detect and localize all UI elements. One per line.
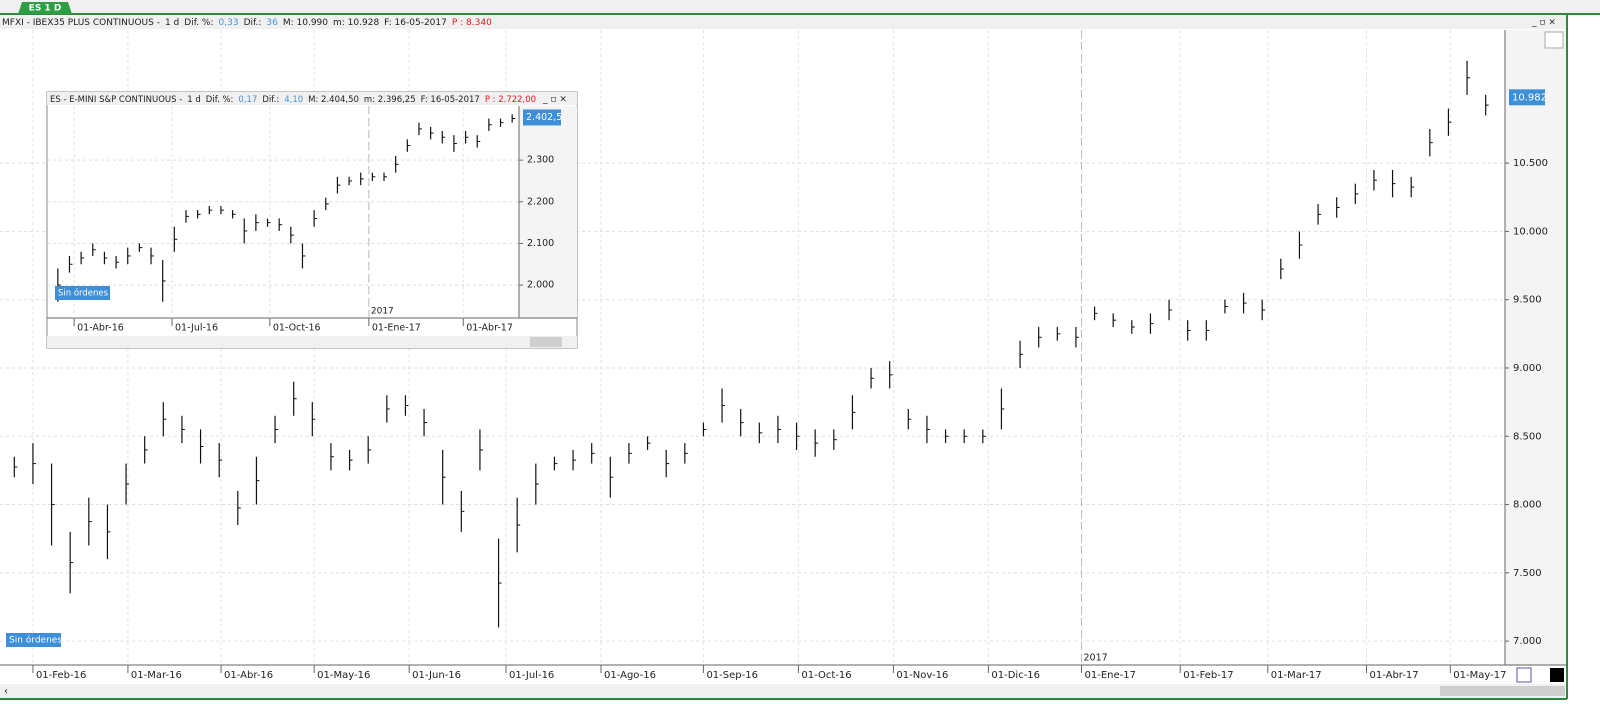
y-tick-label: 8.500 (1513, 431, 1542, 442)
y-tick-label: 10.500 (1513, 158, 1548, 169)
y-tick-label: 7.000 (1513, 636, 1542, 647)
axis-button[interactable] (1544, 31, 1564, 49)
title-part: F: 16-05-2017 (384, 18, 447, 28)
x-tick-label: 01-Sep-16 (706, 670, 758, 681)
orders-box (55, 286, 110, 300)
scroll-thumb[interactable] (1440, 686, 1565, 696)
x-tick-label: 01-Abr-16 (224, 670, 273, 681)
inset-title-bar (47, 92, 577, 105)
title-part: 0,33 (219, 18, 239, 28)
x-tick-label: 01-Oct-16 (273, 323, 321, 334)
inset-scroll-thumb[interactable] (530, 337, 562, 347)
last-price-box (523, 109, 561, 126)
orders-box (6, 633, 61, 647)
window-buttons[interactable]: _ ▫ × (1531, 18, 1556, 28)
title-part: F: 16-05-2017 (421, 95, 480, 105)
last-price-label: 10.982 (1512, 92, 1547, 103)
x-tick-label: 01-Ago-16 (604, 670, 656, 681)
x-tick-label: 01-Abr-17 (466, 323, 513, 334)
title-part: P : 8.340 (452, 18, 492, 28)
title-part: ES - E-MINI S&P CONTINUOUS - (50, 95, 182, 105)
y-tick-label: 7.500 (1513, 568, 1542, 579)
x-tick-label: 01-Dic-16 (991, 670, 1040, 681)
title-part: Dif. %: (206, 95, 234, 105)
scroll-left[interactable]: ‹ (4, 686, 8, 697)
x-tick-label: 01-Jun-16 (412, 670, 461, 681)
title-part: Dif.: (244, 18, 262, 28)
x-tick-label: 01-Mar-17 (1271, 670, 1322, 681)
x-tick-label: 01-May-17 (1453, 670, 1506, 681)
title-part: M: 2.404,50 (308, 95, 359, 105)
title-part: m: 10.928 (333, 18, 379, 28)
last-price-label: 2.402,5 (526, 112, 562, 123)
y-tick-label: 9.500 (1513, 295, 1542, 306)
year-label: 2017 (1084, 653, 1108, 664)
y-tick-label: 2.100 (527, 238, 554, 249)
title-part: m: 2.396,25 (364, 95, 416, 105)
scrollbar[interactable] (0, 684, 1567, 698)
y-tick-label: 9.000 (1513, 363, 1542, 374)
tab-label[interactable]: ES 1 D (29, 4, 62, 14)
title-part: 1 d (187, 95, 201, 105)
x-tick-label: 01-Mar-16 (131, 670, 182, 681)
y-tick-label: 2.200 (527, 196, 554, 207)
x-tick-label: 01-Jul-16 (175, 323, 218, 334)
save-button[interactable] (1516, 667, 1532, 683)
color-button[interactable] (1550, 668, 1564, 682)
title-part: MFXI - IBEX35 PLUS CONTINUOUS - (2, 18, 160, 28)
title-part: Dif.: (262, 95, 279, 105)
x-tick-label: 01-Feb-17 (1183, 670, 1233, 681)
title-part: 1 d (165, 18, 179, 28)
window-buttons[interactable]: _ ▫ × (542, 95, 567, 105)
year-label: 2017 (371, 307, 394, 317)
title-bar-text: MFXI - IBEX35 PLUS CONTINUOUS - 1 d Dif. %… (2, 18, 492, 28)
x-tick-label: 01-Ene-17 (372, 323, 421, 334)
y-tick-label: 2.000 (527, 280, 554, 291)
title-part: M: 10.990 (283, 18, 328, 28)
last-price-box (1509, 89, 1545, 106)
orders-label: Sin órdenes (58, 288, 109, 299)
y-tick-label: 2.300 (527, 155, 554, 166)
inset-price-axis (519, 106, 577, 318)
title-part: 36 (266, 18, 278, 28)
title-part: P : 2.722,00 (485, 95, 536, 105)
tab[interactable] (18, 2, 72, 14)
title-part: 4,10 (284, 95, 303, 105)
x-tick-label: 01-Jul-16 (509, 670, 554, 681)
tab-bar (0, 0, 1600, 14)
x-tick-label: 01-Abr-17 (1369, 670, 1418, 681)
x-tick-label: 01-Ene-17 (1085, 670, 1136, 681)
title-part: 0,17 (238, 95, 257, 105)
y-tick-label: 10.000 (1513, 226, 1548, 237)
x-tick-label: 01-Nov-16 (896, 670, 948, 681)
inset-window (46, 91, 578, 349)
main-title-bar (0, 16, 1567, 29)
x-tick-label: 01-Abr-16 (77, 323, 124, 334)
title-bar-text: ES - E-MINI S&P CONTINUOUS - 1 d Dif. %: 0,… (50, 95, 536, 105)
title-part: Dif. %: (184, 18, 213, 28)
x-tick-label: 01-Feb-16 (36, 670, 86, 681)
inset-scrollbar[interactable] (47, 336, 577, 348)
price-axis (1505, 30, 1567, 666)
orders-label: Sin órdenes (9, 635, 62, 646)
y-tick-label: 8.000 (1513, 500, 1542, 511)
x-tick-label: 01-Oct-16 (801, 670, 851, 681)
x-tick-label: 01-May-16 (317, 670, 370, 681)
